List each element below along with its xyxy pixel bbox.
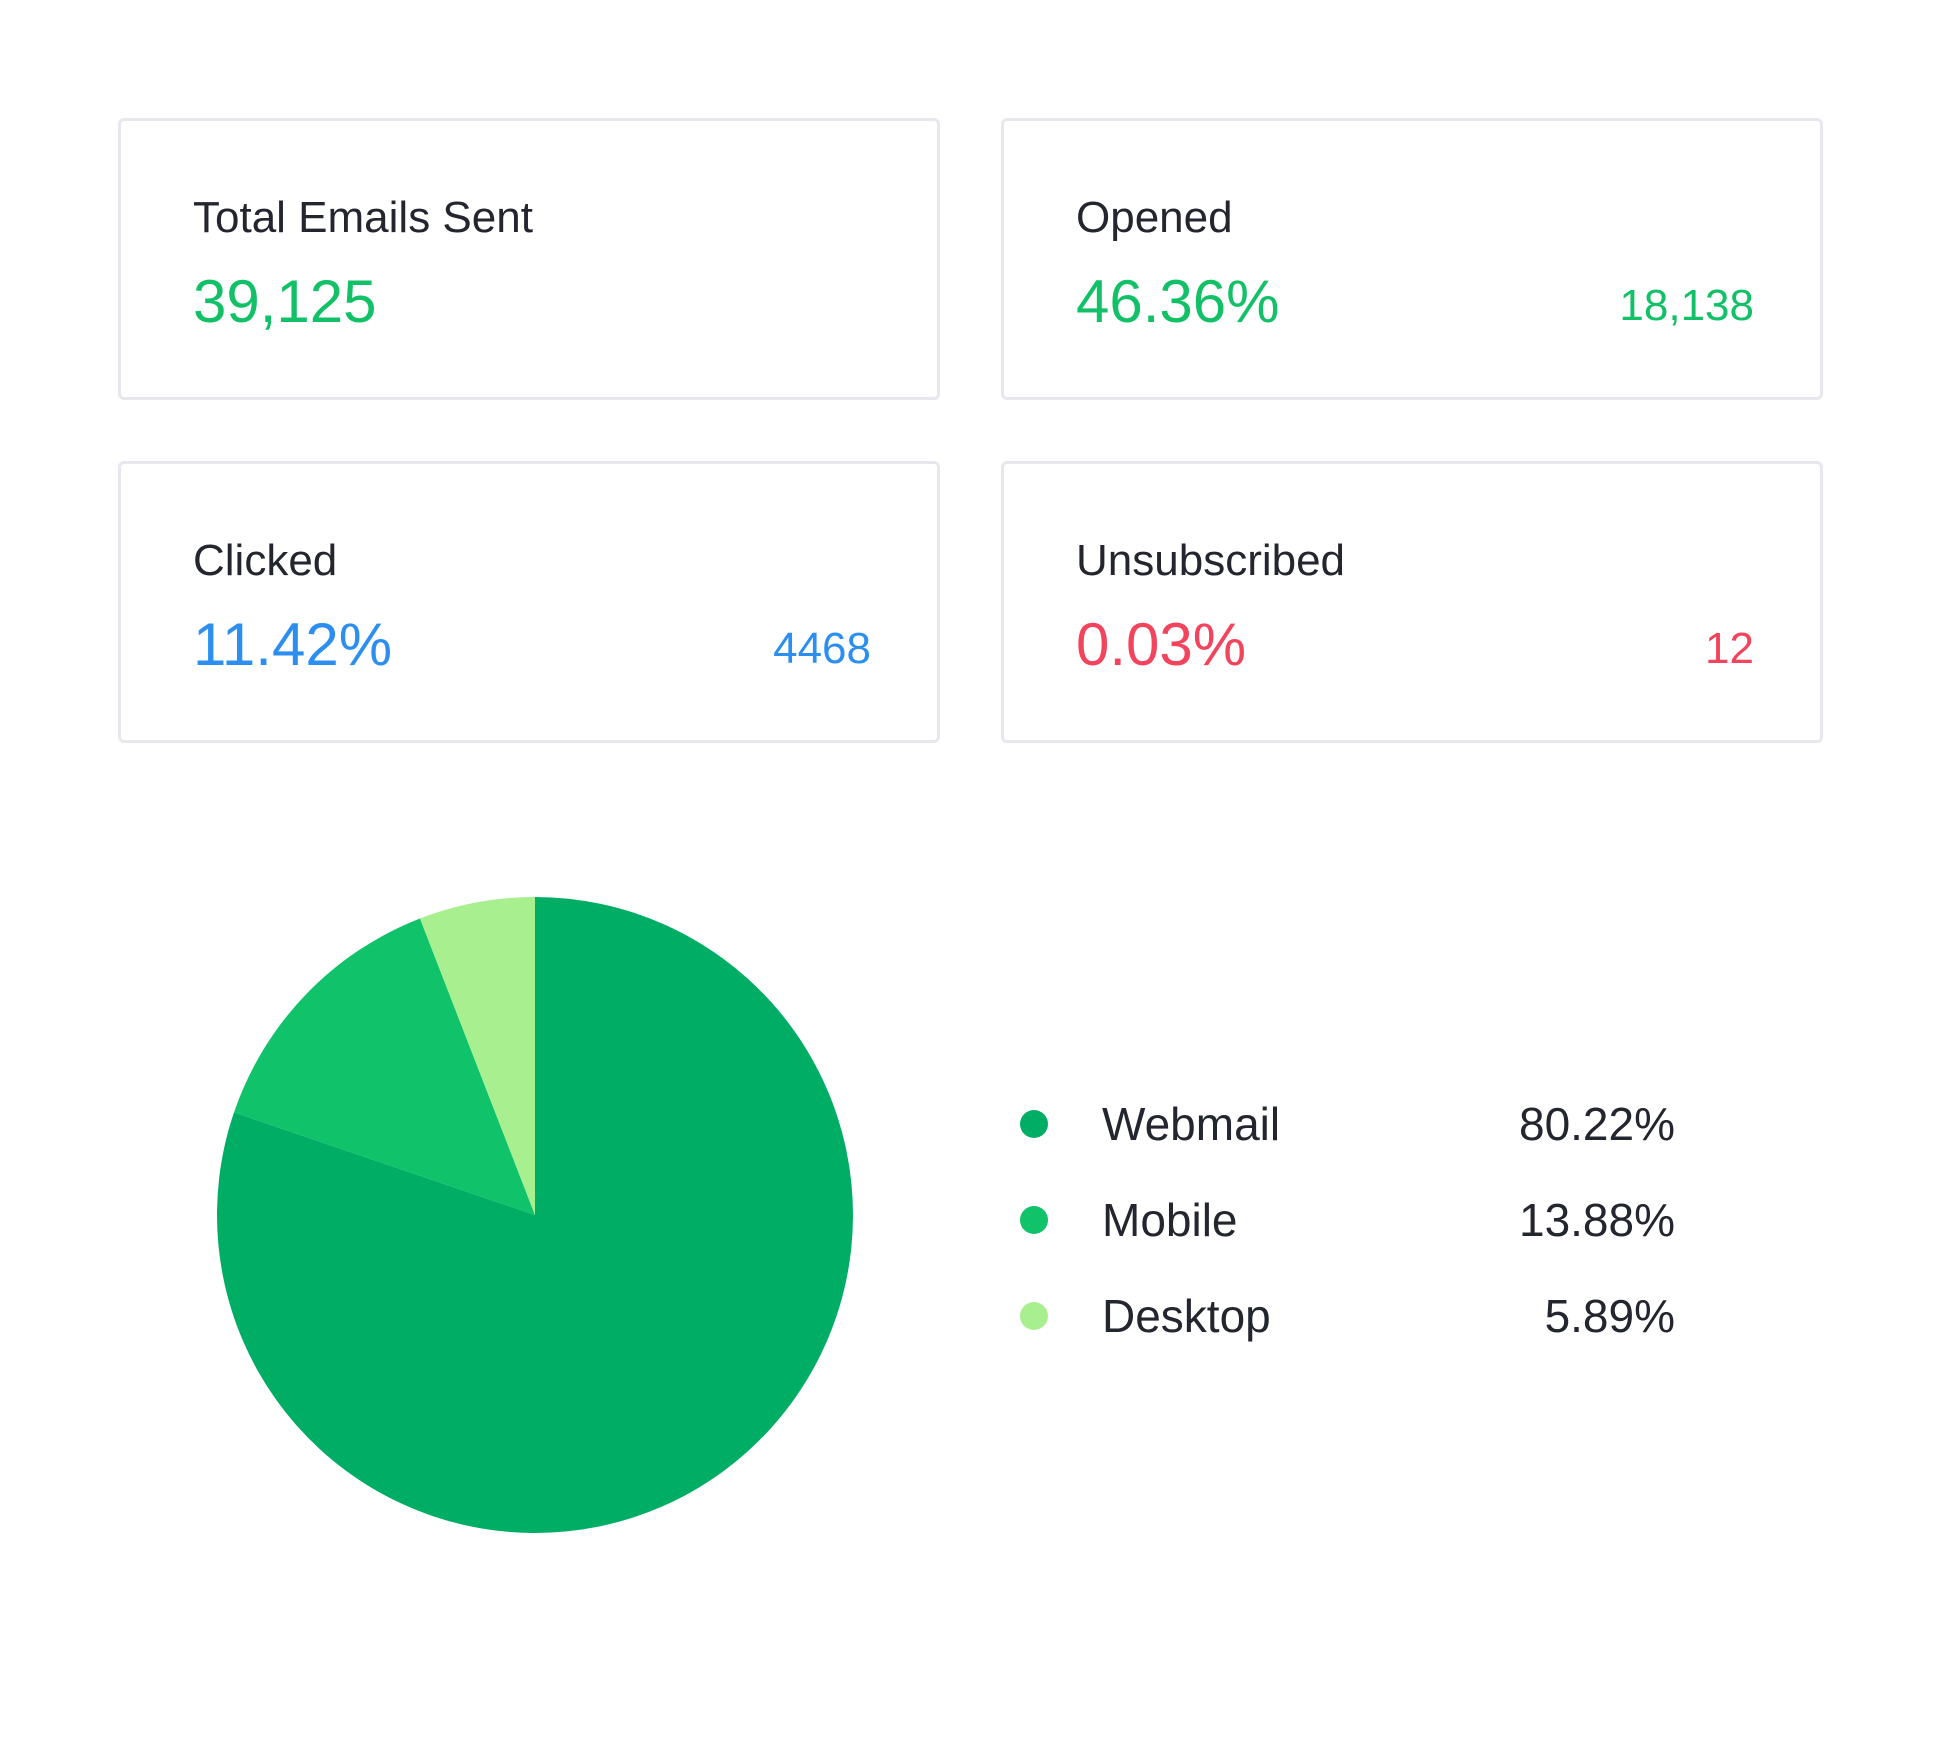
legend-item-webmail: Webmail 80.22% (1015, 1094, 1675, 1154)
opened-card: Opened 46.36% 18,138 (1001, 118, 1823, 400)
pie-chart-svg (216, 897, 853, 1533)
opened-count: 18,138 (1619, 281, 1754, 330)
legend-value-mobile: 13.88% (1518, 1194, 1675, 1246)
unsubscribed-count: 12 (1705, 624, 1754, 673)
legend-dot-mobile (1020, 1206, 1048, 1234)
pie-slice-mobile (234, 918, 535, 1215)
total-emails-sent-value: 39,125 (193, 268, 377, 335)
legend-item-mobile: Mobile 13.88% (1015, 1190, 1675, 1250)
legend-value-webmail: 80.22% (1518, 1098, 1675, 1150)
unsubscribed-rate: 0.03% (1076, 611, 1247, 678)
clicked-card: Clicked 11.42% 4468 (118, 461, 940, 743)
legend-label-desktop: Desktop (1102, 1290, 1271, 1342)
unsubscribed-card: Unsubscribed 0.03% 12 (1001, 461, 1823, 743)
legend-label-webmail: Webmail (1102, 1098, 1281, 1150)
total-emails-sent-title: Total Emails Sent (193, 193, 533, 242)
opened-title: Opened (1076, 193, 1233, 242)
legend-item-desktop: Desktop 5.89% (1015, 1286, 1675, 1346)
clicked-title: Clicked (193, 536, 338, 585)
legend-dot-webmail (1020, 1110, 1048, 1138)
legend-value-desktop: 5.89% (1544, 1290, 1675, 1342)
device-pie-chart (215, 895, 855, 1535)
clicked-count: 4468 (773, 624, 871, 673)
legend-dot-desktop (1020, 1302, 1048, 1330)
unsubscribed-title: Unsubscribed (1076, 536, 1346, 585)
opened-rate: 46.36% (1076, 268, 1280, 335)
total-emails-sent-card: Total Emails Sent 39,125 (118, 118, 940, 400)
clicked-rate: 11.42% (193, 611, 393, 678)
pie-slice-desktop (419, 897, 535, 1215)
legend-label-mobile: Mobile (1102, 1194, 1238, 1246)
